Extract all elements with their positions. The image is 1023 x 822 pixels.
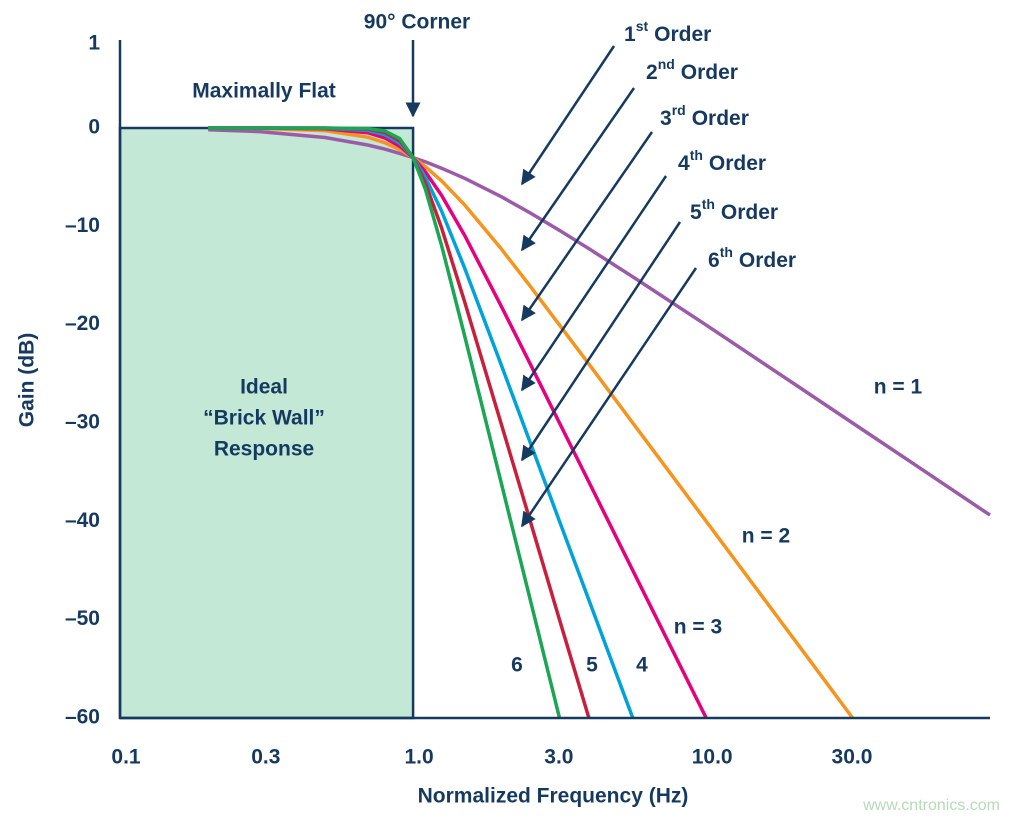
order-word: Order: [681, 61, 738, 84]
order-suffix: rd: [672, 102, 686, 118]
x-tick-label: 1.0: [404, 746, 433, 769]
order-arrow: [520, 221, 682, 462]
x-tick-label: 0.1: [111, 746, 141, 769]
brick-wall-label: Ideal: [240, 376, 288, 399]
order-label: 5th Order: [690, 196, 778, 224]
y-tick-label: –10: [65, 214, 100, 237]
y-tick-label: –60: [65, 706, 100, 729]
order-suffix: st: [636, 18, 649, 34]
series-line: [208, 126, 562, 719]
order-word: Order: [739, 249, 796, 272]
series-label: n = 3: [674, 616, 722, 639]
y-tick-label: –30: [65, 411, 100, 434]
brick-wall: [118, 126, 415, 720]
order-arrow: [520, 45, 616, 186]
order-arrow: [520, 131, 654, 322]
order-word: Order: [721, 201, 778, 224]
order-word: Order: [654, 23, 711, 46]
y-tick-label: –50: [65, 607, 100, 630]
brick-wall-label: “Brick Wall”: [203, 407, 325, 430]
y-axis-title: Gain (dB): [16, 333, 39, 428]
order-arrow: [520, 267, 698, 528]
order-suffix: th: [690, 147, 703, 163]
corner-label: 90° Corner: [364, 11, 470, 34]
series-label: n = 1: [874, 376, 923, 399]
order-number: 5: [690, 201, 702, 224]
order-arrow: [520, 87, 636, 252]
order-number: 3: [660, 107, 672, 130]
order-number: 2: [646, 61, 658, 84]
order-suffix: th: [720, 244, 733, 260]
series-label: 5: [586, 654, 598, 677]
order-label: 1st Order: [624, 18, 711, 46]
order-label: 6th Order: [708, 244, 796, 272]
order-word: Order: [692, 107, 749, 130]
order-word: Order: [709, 152, 766, 175]
order-arrow: [520, 175, 668, 392]
x-tick-label: 10.0: [692, 746, 733, 769]
series-label: 6: [511, 654, 523, 677]
order-number: 4: [678, 152, 690, 175]
flat-label: Maximally Flat: [192, 80, 336, 103]
x-tick-label: 0.3: [251, 746, 280, 769]
series-line: [208, 127, 991, 517]
order-suffix: nd: [658, 56, 675, 72]
brick-wall-label: Response: [214, 438, 314, 461]
series-label: n = 2: [742, 525, 790, 548]
y-tick-label: –20: [65, 312, 100, 335]
x-tick-label: 3.0: [544, 746, 573, 769]
order-label: 2nd Order: [646, 56, 738, 84]
order-label: 3rd Order: [660, 102, 749, 130]
order-label: 4th Order: [678, 147, 766, 175]
order-number: 6: [708, 249, 720, 272]
x-axis-title: Normalized Frequency (Hz): [418, 785, 689, 808]
series-line: [208, 126, 855, 720]
x-tick-label: 30.0: [832, 746, 873, 769]
y-tick-label: –40: [65, 509, 100, 532]
y-tick-label: 1: [88, 32, 100, 55]
series-label: 4: [636, 654, 648, 677]
watermark: www.cntronics.com: [862, 797, 1000, 814]
order-number: 1: [624, 23, 636, 46]
order-suffix: th: [702, 196, 715, 212]
y-tick-label: 0: [88, 116, 100, 139]
